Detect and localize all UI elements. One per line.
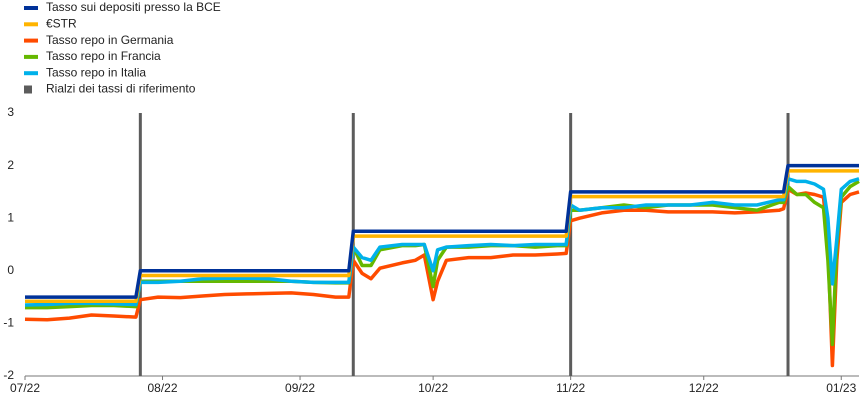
x-tick-label: 11/22 xyxy=(556,381,585,395)
x-tick-label: 01/23 xyxy=(826,381,856,395)
x-tick-label: 07/22 xyxy=(10,381,40,395)
legend-swatch xyxy=(24,6,38,10)
legend-label: Tasso repo in Italia xyxy=(46,65,146,79)
x-tick-label: 08/22 xyxy=(148,381,178,395)
y-tick-label: 0 xyxy=(7,263,14,277)
series-line xyxy=(25,169,859,304)
series-line xyxy=(24,187,860,368)
y-tick-label: 2 xyxy=(7,158,14,172)
legend-swatch xyxy=(24,54,38,59)
legend-swatch xyxy=(24,38,38,43)
legend-label: €STR xyxy=(46,16,77,30)
y-tick-label: 3 xyxy=(7,105,14,119)
x-tick-label: 10/22 xyxy=(418,381,448,395)
y-tick-label: 1 xyxy=(7,210,14,224)
legend-label: Rialzi dei tassi di riferimento xyxy=(46,82,196,96)
legend-label: Tasso sui depositi presso la BCE xyxy=(46,0,221,14)
legend-label: Tasso repo in Germania xyxy=(46,33,174,47)
legend-swatch xyxy=(24,85,32,94)
x-tick-label: 09/22 xyxy=(285,381,315,395)
y-tick-label: -1 xyxy=(3,316,14,330)
legend-swatch xyxy=(24,71,38,76)
legend-label: Tasso repo in Francia xyxy=(46,49,161,63)
y-tick-label: -2 xyxy=(3,368,14,382)
legend-swatch xyxy=(24,22,38,27)
x-tick-label: 12/22 xyxy=(689,381,719,395)
series-line xyxy=(25,163,859,299)
series-line xyxy=(24,177,860,307)
